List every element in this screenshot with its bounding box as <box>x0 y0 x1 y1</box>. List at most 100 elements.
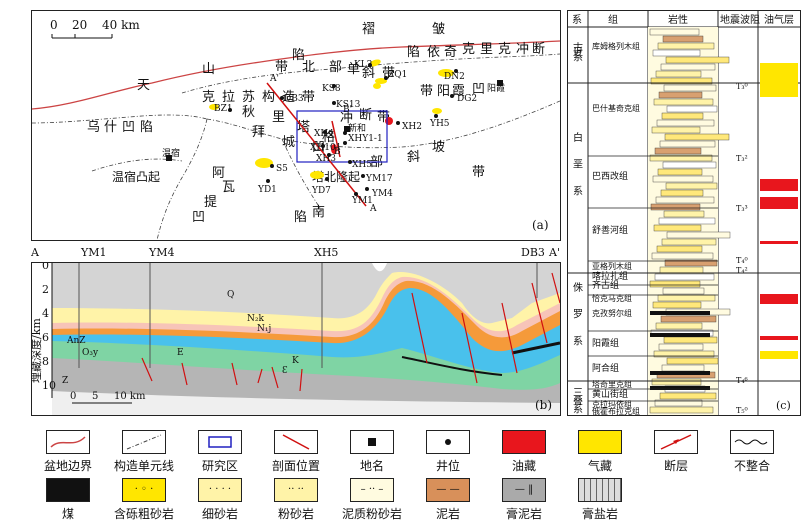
section-unit-label: N₁j <box>257 324 271 334</box>
coal-icon <box>46 478 90 502</box>
horizon-label: T₄⁰ <box>736 256 748 265</box>
map-region-label: 断 <box>359 108 372 123</box>
map-well-label: XH3 <box>316 154 336 164</box>
legend-label: 气藏 <box>587 459 612 473</box>
map-well-label: XH2 <box>402 122 422 132</box>
map-region-label: 拉 <box>222 90 235 105</box>
map-region-label: 温宿凸起 <box>112 169 160 184</box>
structural-map: 0 20 40 km 天山乌什凹陷温宿凸起阿瓦提凹陷褶皱带北部单斜带秋里塔格冲断… <box>32 11 560 240</box>
section-well-label: A' <box>548 246 559 259</box>
horizon-label: T₃² <box>736 154 748 163</box>
system-label: 垩 <box>573 159 583 171</box>
legend-label: 煤 <box>61 507 74 521</box>
section-ylabel: 埋藏深度/km <box>32 318 43 383</box>
map-well-label: ZQ1 <box>388 70 407 80</box>
legend: 盆地边界 构造单元线 研究区 剖面位置 地名 井位 油藏 气藏 断层 不整合煤 · ◦ · 含砾粗砂岩… <box>30 430 800 525</box>
well-location-icon <box>426 430 470 454</box>
formation-label: 克孜努尔组 <box>592 308 632 318</box>
structural-unit-line-icon <box>122 430 166 454</box>
section-unit-label: Q <box>227 290 234 300</box>
map-region-label: 提 <box>204 194 217 210</box>
map-well-label: YH5 <box>429 119 450 129</box>
strat-panel-label: (c) <box>776 399 791 412</box>
map-region-label: 褶 <box>362 22 375 37</box>
legend-item-well-location: 井位 <box>410 430 486 474</box>
formation-label: 亚格列木组 <box>592 261 632 271</box>
section-ytick: 10 <box>42 379 56 392</box>
map-region-label: 城 <box>282 135 295 150</box>
map-well-label: KL2 <box>354 60 372 70</box>
map-region-label: 山 <box>202 62 215 77</box>
system-label: 白 <box>573 131 583 144</box>
formation-label: 克拉玛依组 <box>592 399 632 409</box>
gypsum-salt-icon <box>578 478 622 502</box>
section-well-label: XH5 <box>314 246 338 259</box>
section-scale-end: 10 km <box>114 391 146 402</box>
oil-reservoir-icon <box>502 430 546 454</box>
formation-label: 阳霞组 <box>592 337 619 349</box>
map-region-label: 奇 <box>444 44 457 60</box>
map-region-label: 冲 <box>340 111 353 126</box>
legend-label: 含砾粗砂岩 <box>113 507 174 521</box>
muddy-siltstone-icon: – ·· – <box>350 478 394 502</box>
map-region-label: 克 <box>498 42 511 57</box>
place-label: 温宿 <box>162 147 180 159</box>
system-label: 三 <box>573 388 583 399</box>
map-region-label: 北 <box>302 60 315 75</box>
map-scale-end: 40 km <box>102 18 140 32</box>
section-well-label: DB3 <box>521 246 545 259</box>
map-region-label: 皱 <box>432 21 445 37</box>
formation-label: 恰克马克组 <box>592 293 632 303</box>
map-region-label: 凹 <box>472 82 485 97</box>
gas-reservoir-icon <box>578 430 622 454</box>
section-headers: A YM1 YM4 XH5 DB3 A' <box>31 246 559 259</box>
map-region-label: 克 <box>462 42 475 57</box>
section-unit-label: K <box>292 356 299 366</box>
study-area-icon <box>198 430 242 454</box>
map-region-label: 带 <box>472 165 485 180</box>
legend-item-muddy-siltstone: – ·· – 泥质粉砂岩 <box>334 478 410 522</box>
map-scale-zero: 0 <box>50 18 58 32</box>
map-region-label: 单 <box>347 62 360 77</box>
map-region-label: 构 <box>262 90 275 105</box>
map-well-label: S5 <box>276 164 288 174</box>
unconformity-icon <box>730 430 774 454</box>
map-well-label: BZ1 <box>214 104 233 114</box>
section-end-label: A' <box>269 74 279 84</box>
system-label: 侏 <box>573 282 583 294</box>
map-region-label: 造 <box>282 90 295 105</box>
legend-label: 膏盐岩 <box>581 507 618 521</box>
legend-label: 地名 <box>359 459 384 473</box>
column-header: 油气层 <box>764 13 794 26</box>
section-unit-label: N₂k <box>247 314 264 324</box>
study-area-box <box>296 110 388 163</box>
legend-item-fine-sandstone: · · · · 细砂岩 <box>182 478 258 522</box>
formation-label: 俄霍布拉克组 <box>592 406 640 415</box>
section-unit-label: Z <box>62 376 68 386</box>
fine-sandstone-icon: · · · · <box>198 478 242 502</box>
system-label: 系 <box>573 185 583 197</box>
map-region-label: 带 <box>302 90 315 105</box>
system-label: 系 <box>573 51 583 63</box>
map-well-label: DG2 <box>457 94 477 104</box>
section-end-label: B <box>334 147 341 157</box>
section-panel-label: (b) <box>535 398 552 412</box>
map-region-label: 里 <box>480 42 493 57</box>
map-well-label: YM1 <box>351 196 373 206</box>
section-ytick: 2 <box>42 283 49 296</box>
legend-label: 粉砂岩 <box>277 507 314 521</box>
system-label: 近 <box>573 46 583 59</box>
column-header: 系 <box>572 14 582 26</box>
section-unit-label: AnZ <box>66 336 86 346</box>
section-well-label: A <box>31 246 40 259</box>
map-region-label: 斜 <box>407 150 420 165</box>
map-region-label: 克 <box>202 90 215 105</box>
legend-label: 构造单元线 <box>113 459 174 473</box>
formation-label: 塔奇里克组 <box>592 379 632 389</box>
map-well-label: KS13 <box>336 100 361 110</box>
map-panel-label: (a) <box>532 218 549 232</box>
legend-label: 不整合 <box>733 459 770 473</box>
map-well-label: XHY1-1 <box>348 134 383 144</box>
legend-label: 剖面位置 <box>271 459 320 473</box>
column-header: 组 <box>608 13 618 26</box>
